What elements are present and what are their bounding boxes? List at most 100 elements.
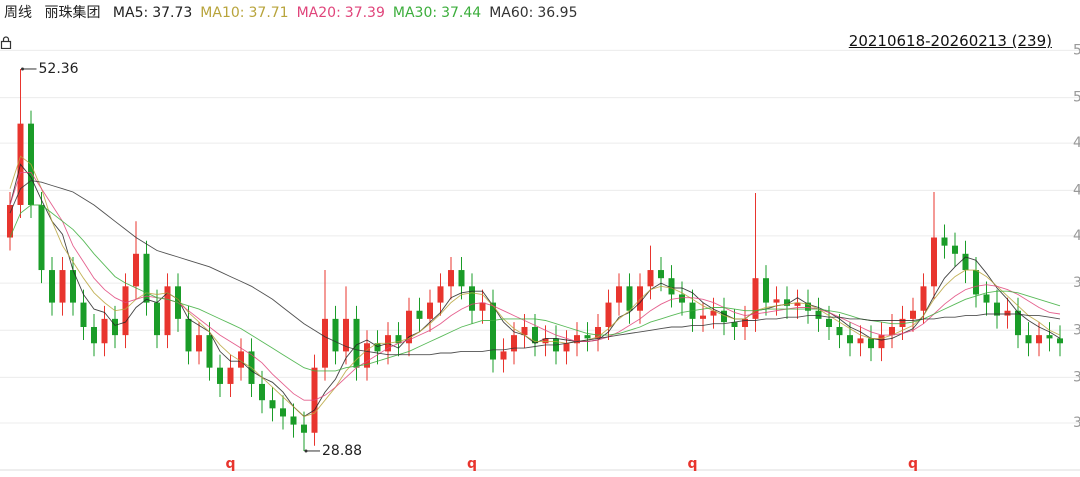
candle-body: [280, 408, 286, 417]
y-tick-label: 47.8: [1073, 135, 1080, 151]
candle-body: [164, 286, 171, 336]
candle-body: [479, 302, 486, 311]
candle-body: [269, 400, 276, 409]
candle-body: [353, 318, 360, 368]
candle-body: [941, 237, 948, 246]
candle-body: [784, 299, 790, 306]
ma-line: [9, 171, 1061, 401]
candle-body: [416, 310, 423, 319]
candle-body: [290, 416, 297, 425]
y-tick-label: 50.6: [1073, 90, 1080, 106]
candle-body: [1015, 310, 1021, 336]
candle-body: [542, 338, 549, 344]
y-tick-label: 33.4: [1073, 369, 1080, 385]
legend-name: MA30: [393, 5, 437, 21]
candle-body: [59, 270, 66, 303]
candle-body: [532, 326, 538, 344]
legend-name: MA60: [489, 5, 533, 21]
chart-header: 周线 丽珠集团 MA537.73 MA1037.71 MA2037.39 MA3037…: [4, 2, 593, 22]
legend-value: 37.39: [344, 5, 385, 21]
candle-body: [364, 343, 370, 368]
event-marker[interactable]: q: [687, 456, 697, 472]
ma-line: [9, 163, 1061, 418]
candle-body: [217, 367, 223, 384]
candle-body: [511, 335, 517, 352]
candle-body: [332, 318, 339, 352]
candle-body: [133, 253, 139, 287]
candle-body: [521, 326, 528, 336]
candle-body: [826, 318, 832, 327]
candle-body: [70, 270, 76, 303]
candle-body: [857, 338, 864, 344]
candle-body: [448, 270, 454, 287]
candle-body: [994, 302, 1000, 316]
candle-body: [322, 318, 328, 368]
legend: MA537.73 MA1037.71 MA2037.39 MA3037.44 MA603…: [113, 5, 586, 21]
legend-name: MA5: [113, 5, 148, 21]
annotation-label: 28.88: [322, 443, 362, 459]
candle-body: [910, 310, 916, 319]
lock-icon[interactable]: [0, 36, 12, 49]
candle-body: [1025, 335, 1032, 344]
candle-body: [878, 335, 885, 349]
candle-body: [7, 204, 13, 238]
legend-value: 37.71: [248, 5, 289, 21]
candle-body: [101, 318, 108, 344]
event-marker[interactable]: q: [467, 456, 477, 472]
candle-body: [637, 286, 643, 311]
candle-body: [374, 343, 381, 352]
candle-body: [794, 302, 801, 306]
y-tick-label: 42.1: [1073, 228, 1080, 244]
candle-body: [437, 286, 444, 303]
candle-body: [196, 335, 202, 352]
event-marker[interactable]: q: [908, 456, 918, 472]
candle-body: [899, 318, 906, 327]
candle-body: [668, 278, 675, 295]
candle-body: [847, 335, 853, 344]
y-tick-label: 44.9: [1073, 182, 1080, 198]
candle-body: [920, 286, 927, 311]
candle-body: [122, 286, 129, 336]
candle-body: [1046, 335, 1053, 339]
candle-body: [731, 322, 738, 327]
candle-body: [710, 310, 717, 316]
candle-body: [815, 310, 822, 319]
candle-body: [805, 302, 811, 311]
legend-value: 36.95: [537, 5, 578, 21]
candle-body: [752, 278, 759, 319]
candle-body: [721, 310, 727, 323]
candle-body: [868, 338, 874, 349]
y-tick-label: 36.3: [1073, 322, 1080, 338]
legend-name: MA10: [200, 5, 244, 21]
candle-body: [931, 237, 937, 287]
candle-body: [584, 335, 591, 339]
candle-body: [574, 335, 580, 344]
date-range[interactable]: 20210618-20260213 (239): [848, 32, 1052, 50]
candle-body: [427, 302, 433, 319]
annotation-dot: [304, 449, 308, 453]
candle-body: [1036, 335, 1042, 344]
candle-body: [343, 318, 349, 352]
candle-body: [836, 326, 843, 336]
candle-body: [301, 424, 307, 433]
event-marker[interactable]: q: [225, 456, 235, 472]
candle-body: [500, 351, 507, 360]
candle-body: [143, 253, 150, 303]
candle-body: [773, 299, 780, 303]
candle-body: [605, 302, 612, 327]
ma-line: [9, 180, 1061, 356]
candle-body: [49, 270, 55, 303]
candle-body: [238, 351, 244, 368]
candle-body: [185, 318, 192, 352]
candle-body: [458, 270, 465, 287]
candle-body: [38, 204, 45, 271]
candle-body: [889, 326, 895, 336]
candle-body: [206, 335, 213, 368]
candle-body: [112, 318, 118, 336]
candle-body: [763, 278, 769, 303]
candle-body: [259, 383, 265, 401]
candle-body: [1057, 338, 1063, 344]
annotation-label: 52.36: [39, 61, 79, 77]
